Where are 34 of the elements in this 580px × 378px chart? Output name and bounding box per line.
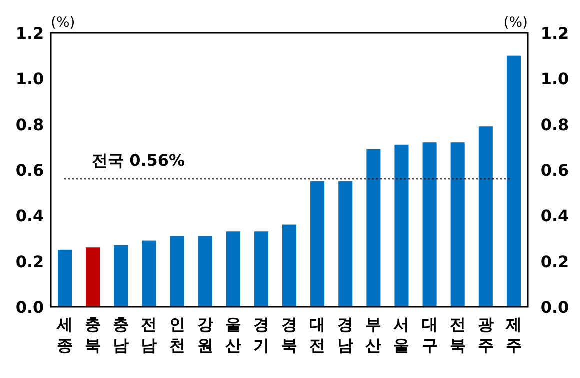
- x-tick-label: 부산: [366, 315, 382, 355]
- y2-tick-label: 0.8: [540, 115, 570, 134]
- x-tick-label: 충남: [113, 315, 130, 355]
- y-tick-label: 0.4: [16, 206, 44, 226]
- y-tick-label: 1.0: [16, 70, 44, 89]
- y2-tick-label: 0.0: [540, 298, 570, 317]
- y2-tick-label: 0.4: [540, 206, 570, 226]
- y2-axis-title: (%): [504, 15, 528, 31]
- y2-tick-label: 0.6: [540, 161, 570, 180]
- x-tick-label: 인천: [169, 315, 186, 355]
- y-tick-label: 0.8: [16, 115, 44, 134]
- y2-tick-label: 1.2: [540, 24, 570, 43]
- x-tick-label: 세종: [56, 315, 74, 355]
- y2-tick-label: 0.2: [540, 252, 570, 272]
- x-tick-label: 대구: [422, 315, 438, 355]
- y-axis-title: (%): [51, 15, 76, 31]
- x-tick-label: 제주: [504, 315, 522, 355]
- ref-line-label: 전국 0.56%: [92, 151, 186, 170]
- y-tick-label: 0.0: [16, 298, 44, 317]
- x-tick-label: 경기: [253, 315, 270, 355]
- y-tick-label: 0.2: [16, 252, 44, 272]
- x-tick-label: 전남: [141, 315, 158, 355]
- x-tick-label: 전북: [450, 315, 466, 355]
- x-tick-label: 광주: [478, 315, 494, 355]
- x-tick-label: 강원: [197, 315, 214, 355]
- x-tick-label: 울산: [225, 315, 242, 355]
- x-tick-label: 대전: [310, 315, 326, 355]
- y2-tick-label: 1.0: [540, 70, 570, 89]
- x-tick-label: 충북: [85, 315, 102, 355]
- x-tick-label: 경북: [282, 315, 298, 355]
- x-tick-label: 경남: [338, 315, 354, 355]
- x-tick-label: 서울: [394, 315, 410, 355]
- y-tick-label: 1.2: [16, 24, 44, 43]
- y-tick-label: 0.6: [16, 161, 44, 180]
